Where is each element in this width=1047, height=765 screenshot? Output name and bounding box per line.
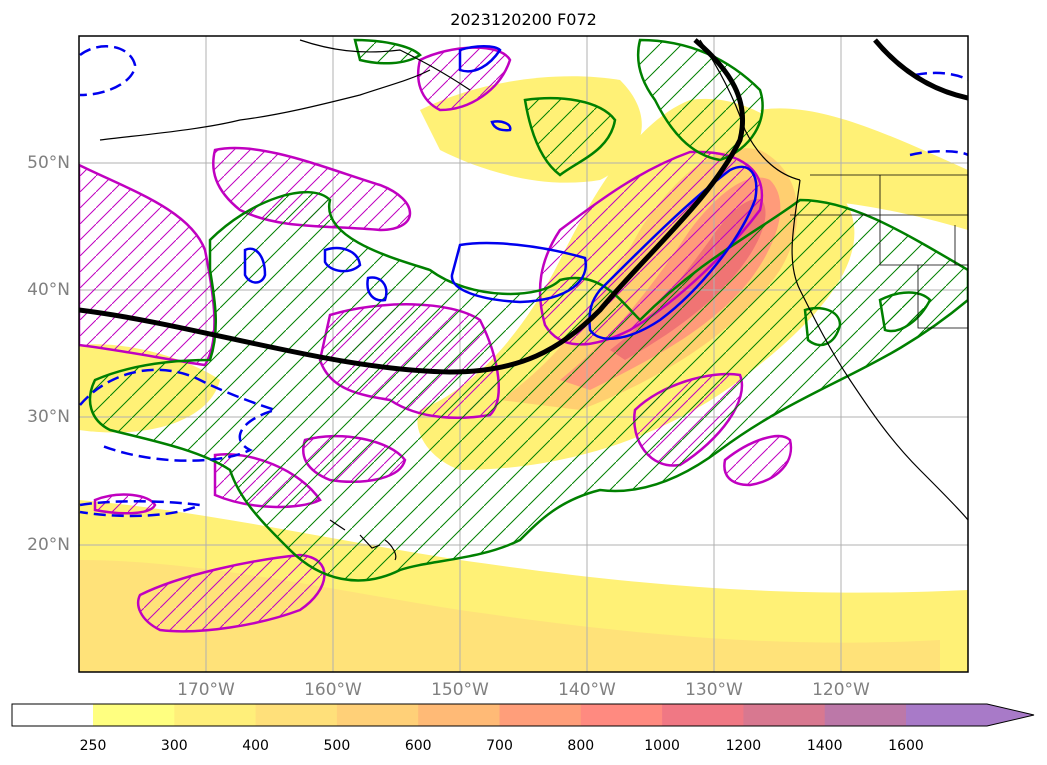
lon-label-120w: 120°W	[812, 680, 870, 700]
colorbar-segment	[93, 704, 175, 726]
lat-label-40n: 40°N	[27, 280, 70, 300]
map-canvas	[78, 35, 969, 673]
lat-label-20n: 20°N	[27, 535, 70, 555]
colorbar-segment	[743, 704, 826, 726]
green-contour-ne	[636, 38, 764, 162]
green-contour-coast	[878, 291, 932, 333]
blue-contour-plume	[588, 165, 758, 340]
blue-contour-dashed-ne	[909, 71, 968, 157]
blue-contours	[79, 45, 968, 518]
colorbar-tick-label: 300	[160, 738, 188, 754]
blue-contour-dashed-sw	[79, 368, 280, 462]
colorbar-tick-label: 400	[242, 738, 269, 754]
colorbar-tick-label: 1000	[644, 738, 680, 754]
blue-contour-w3	[366, 276, 388, 302]
colorbar-segment	[824, 704, 907, 726]
blue-contour-dashed-s	[79, 500, 205, 518]
colorbar-segment-under	[12, 704, 93, 726]
jet-line-ne	[873, 38, 968, 101]
colorbar-segment	[336, 704, 419, 726]
magenta-contour-south	[136, 553, 326, 633]
lon-label-150w: 150°W	[431, 680, 489, 700]
blue-contour-w2	[323, 246, 362, 273]
green-contour-main	[88, 191, 968, 582]
coastlines	[99, 39, 968, 561]
green-contour-north	[523, 96, 617, 177]
magenta-contour-small	[93, 493, 157, 515]
colorbar-tick-label: 1200	[725, 738, 762, 754]
colorbar-tick-label: 800	[567, 738, 595, 754]
colorbar-tick-label: 1400	[806, 738, 843, 754]
lon-label-170w: 170°W	[177, 680, 235, 700]
jet-lines	[79, 38, 968, 375]
blue-contour-w1	[243, 247, 267, 284]
jet-line-main	[79, 38, 746, 375]
colorbar-segment	[662, 704, 744, 726]
colorbar-tick-label: 700	[486, 738, 513, 754]
green-contours	[88, 38, 968, 582]
lon-label-130w: 130°W	[685, 680, 743, 700]
colorbar-segment	[499, 704, 582, 726]
colorbar-segment	[255, 704, 338, 726]
coastline-west	[791, 179, 968, 521]
coastline-alaska	[99, 39, 471, 141]
blue-contour-small	[490, 120, 512, 132]
colorbar-tick-label: 250	[79, 738, 107, 754]
colorbar-segments	[93, 704, 988, 726]
map-title: 2023120200 F072	[450, 10, 597, 29]
coastline-hawaii	[329, 519, 397, 561]
colorbar-tick-label: 500	[323, 738, 351, 754]
state-borders	[790, 174, 968, 329]
blue-contour-dashed-nw	[79, 45, 137, 97]
lat-label-50n: 50°N	[27, 153, 70, 173]
blue-contour-central	[450, 241, 587, 304]
lon-label-140w: 140°W	[558, 680, 616, 700]
map-frame	[78, 35, 969, 673]
colorbar-segment	[174, 704, 257, 726]
blue-contour-north	[458, 45, 502, 73]
colorbar-segment	[418, 704, 500, 726]
coastline-bc	[699, 39, 801, 181]
colorbar-segment	[580, 704, 663, 726]
lon-label-160w: 160°W	[304, 680, 362, 700]
colorbar-tick-label: 1600	[888, 738, 924, 754]
colorbar-extend-arrow	[987, 704, 1034, 726]
magenta-contour-se2	[723, 434, 793, 487]
lat-label-30n: 30°N	[27, 407, 70, 427]
colorbar-segment	[906, 704, 988, 726]
colorbar-outline	[11, 703, 1035, 727]
colorbar-tick-label: 600	[404, 738, 432, 754]
